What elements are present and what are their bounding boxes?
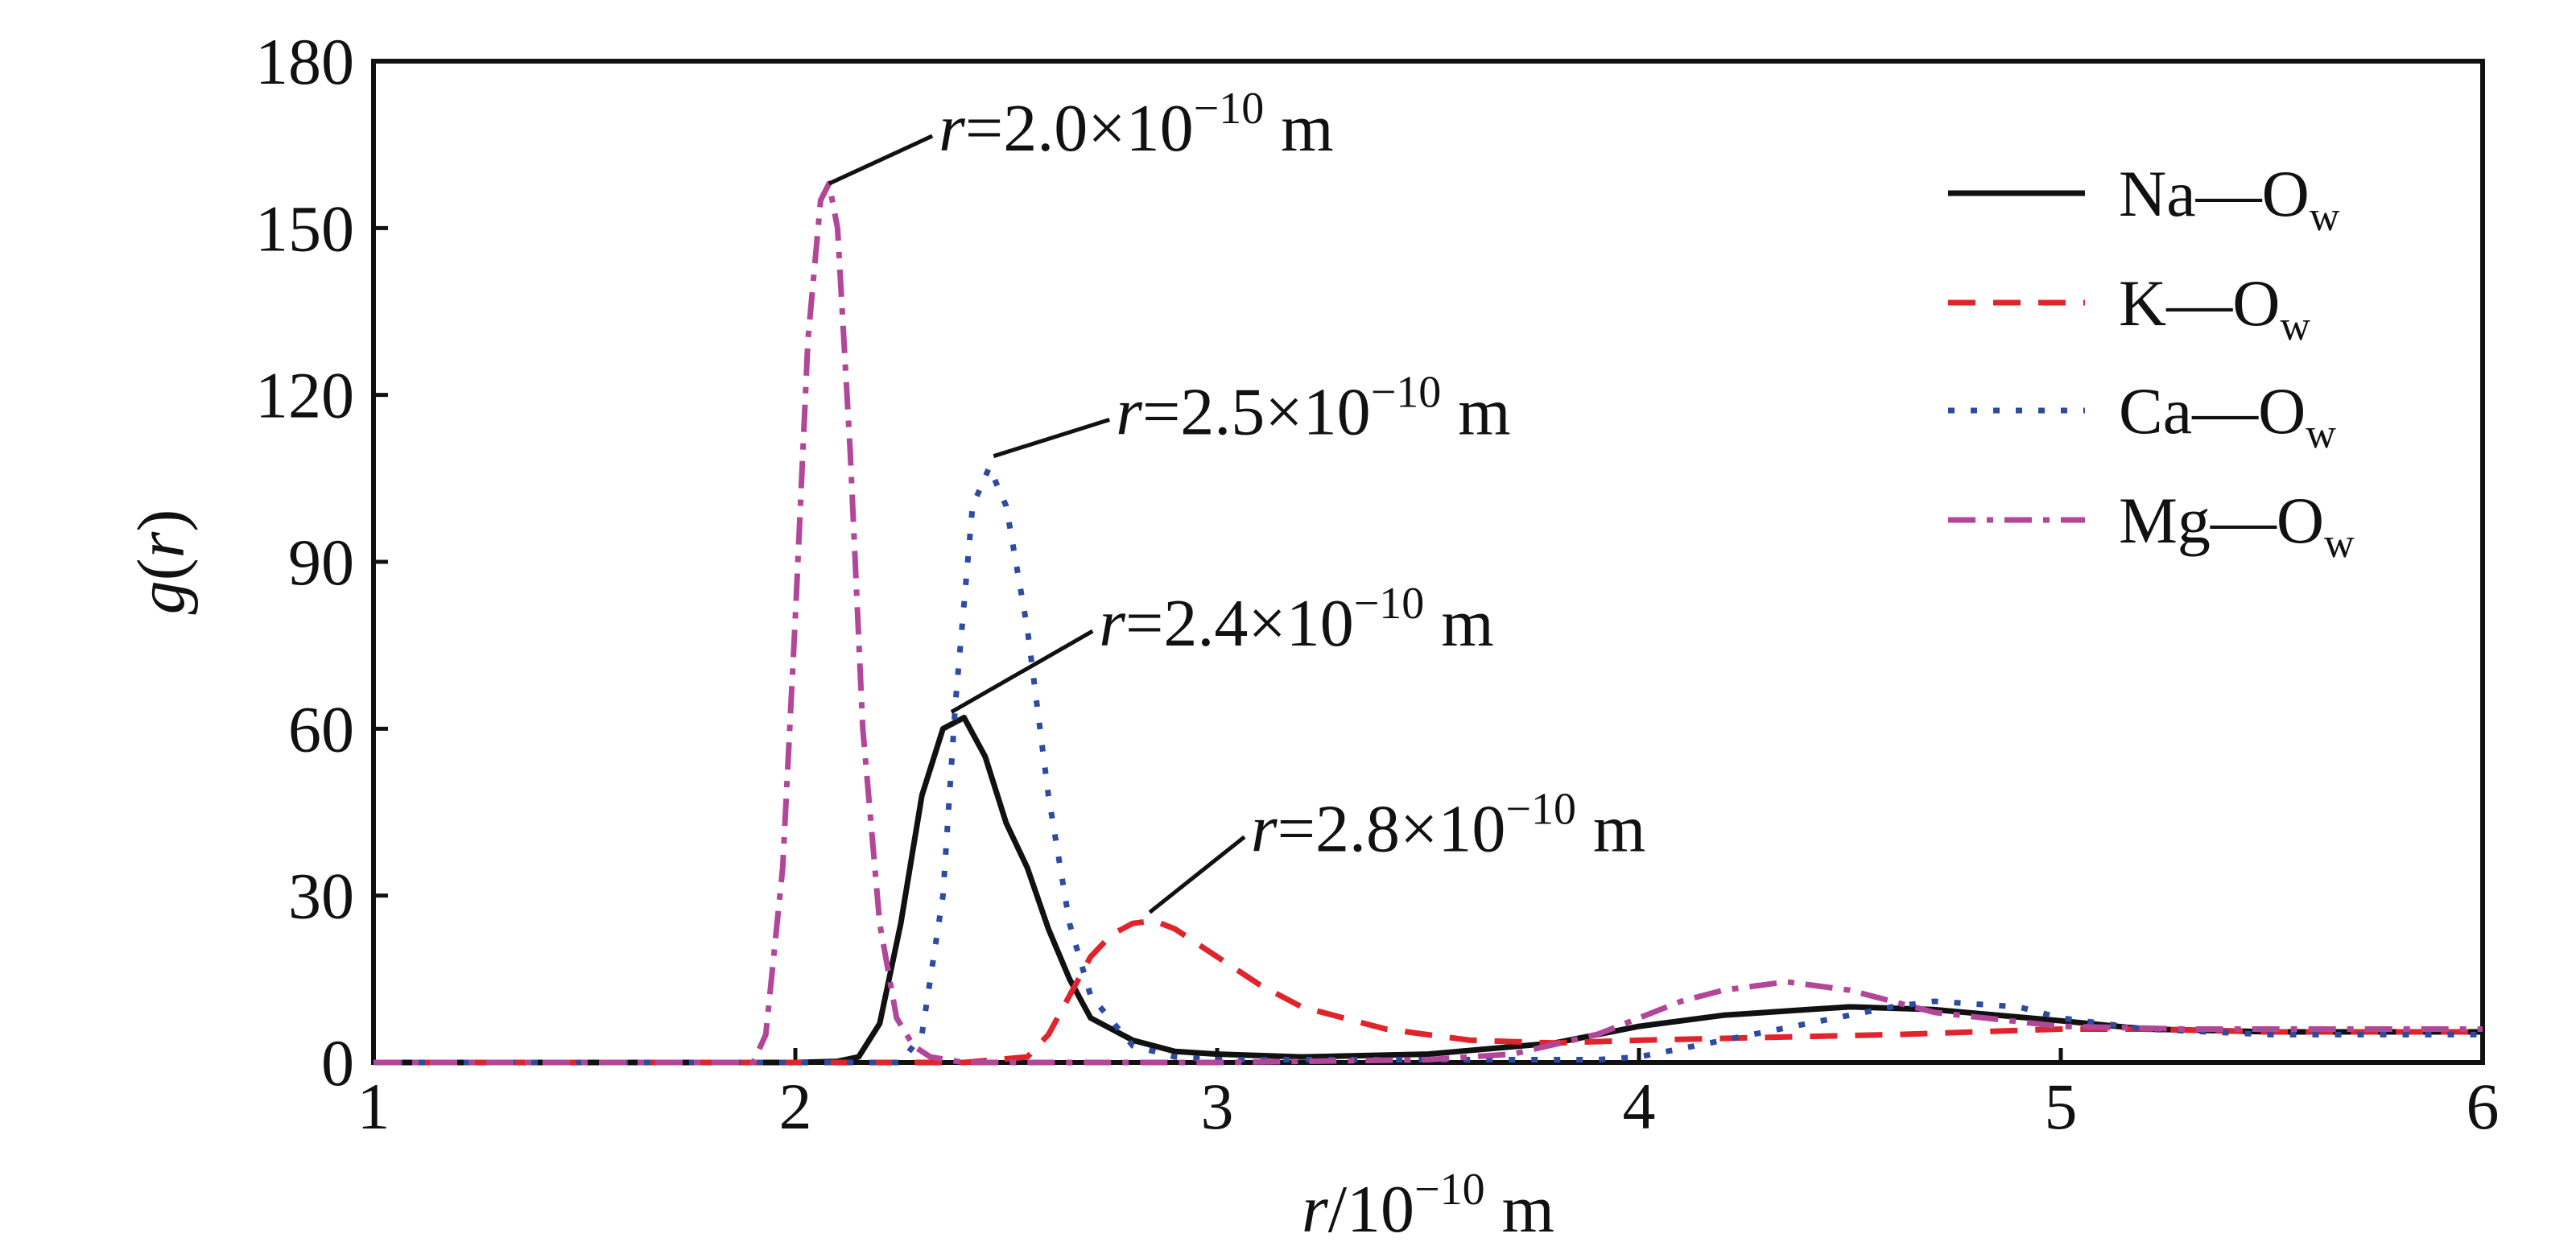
legend-label-na: Na—Ow	[2119, 157, 2340, 240]
annotation-a20: r=2.0×10−10 m	[939, 84, 1333, 166]
annotation-a25: r=2.5×10−10 m	[1116, 367, 1510, 449]
x-tick-label-6: 6	[2467, 1070, 2500, 1143]
series-lines	[374, 180, 2483, 1066]
x-tick-label-1: 1	[357, 1070, 390, 1143]
y-axis-label: g(r)	[124, 510, 199, 615]
y-tick-label-60: 60	[288, 692, 354, 765]
legend-item-mg: Mg—Ow	[1948, 484, 2355, 567]
y-tick-label-0: 0	[321, 1026, 354, 1100]
peak-annotations: r=2.0×10−10 m r=2.5×10−10 m r=2.4×10−10 m r…	[828, 84, 1645, 914]
annotation-leader-a28	[1148, 835, 1246, 914]
y-tick-label-30: 30	[288, 860, 354, 933]
y-tick-label-120: 120	[255, 359, 354, 432]
legend-label-k: K—Ow	[2119, 266, 2310, 349]
annotation-a24: r=2.4×10−10 m	[1099, 579, 1493, 661]
annotation-leader-a25	[993, 418, 1110, 459]
y-tick-label-150: 150	[255, 192, 354, 265]
y-tick-label-90: 90	[288, 526, 354, 599]
legend-label-mg: Mg—Ow	[2119, 484, 2355, 567]
x-tick-label-2: 2	[779, 1070, 812, 1143]
legend-item-ca: Ca—Ow	[1948, 374, 2336, 457]
series-line-mg	[374, 180, 2483, 1066]
annotation-leader-a20	[828, 134, 934, 186]
x-tick-label-5: 5	[2045, 1070, 2078, 1143]
annotation-leader-a24	[950, 629, 1094, 714]
legend: Na—Ow K—Ow Ca—Ow Mg—Ow	[1948, 157, 2355, 567]
legend-item-na: Na—Ow	[1948, 157, 2340, 240]
x-axis-label: r/10−10 m	[1302, 1165, 1554, 1246]
annotation-a28: r=2.8×10−10 m	[1251, 785, 1645, 867]
series-line-na	[374, 715, 2483, 1066]
y-tick-label-180: 180	[255, 25, 354, 98]
x-tick-label-4: 4	[1623, 1070, 1656, 1143]
series-line-k	[374, 918, 2483, 1066]
legend-item-k: K—Ow	[1948, 266, 2310, 349]
legend-label-ca: Ca—Ow	[2119, 374, 2336, 457]
x-tick-label-3: 3	[1201, 1070, 1234, 1143]
series-line-ca	[374, 464, 2483, 1066]
